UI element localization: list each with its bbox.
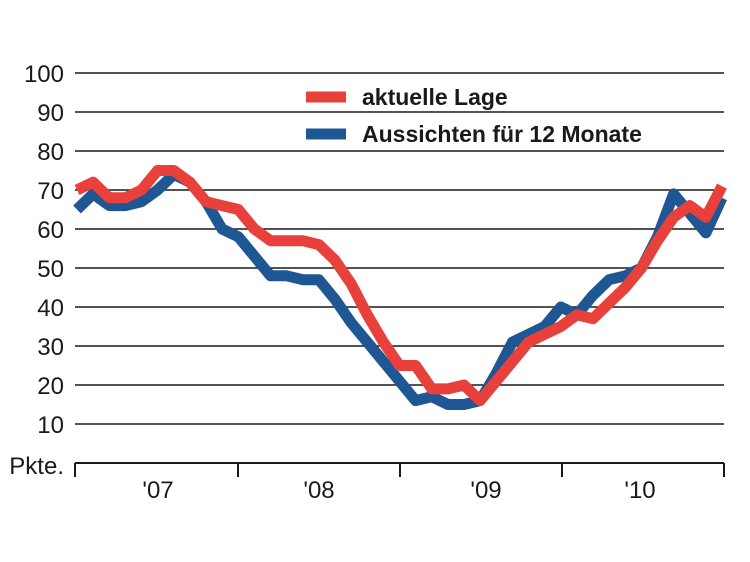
y-tick-label: 10: [37, 412, 64, 439]
legend-label-aussichten: Aussichten für 12 Monate: [362, 121, 642, 147]
x-axis-tick-labels: '07 '08 '09 '10: [142, 477, 655, 504]
y-tick-label: 50: [37, 256, 64, 283]
x-tick-label: '09: [470, 477, 501, 504]
legend: aktuelle Lage Aussichten für 12 Monate: [306, 84, 642, 147]
y-tick-label: 20: [37, 373, 64, 400]
unit-label: Pkte.: [9, 453, 64, 480]
x-tick-label: '10: [624, 477, 655, 504]
y-tick-label: 60: [37, 217, 64, 244]
x-axis: [74, 462, 725, 477]
series-lines: [73, 165, 727, 410]
legend-label-aktuelle-lage: aktuelle Lage: [362, 84, 508, 110]
series-line-aktuelle-lage: [74, 165, 727, 407]
y-tick-label: 100: [24, 61, 64, 88]
y-tick-label: 80: [37, 139, 64, 166]
y-tick-label: 90: [37, 100, 64, 127]
y-tick-label: 30: [37, 334, 64, 361]
x-tick-label: '08: [303, 477, 334, 504]
x-tick-label: '07: [142, 477, 173, 504]
y-tick-label: 70: [37, 178, 64, 205]
y-axis-tick-labels: 100 90 80 70 60 50 40 30 20 10: [24, 61, 64, 439]
y-tick-label: 40: [37, 295, 64, 322]
